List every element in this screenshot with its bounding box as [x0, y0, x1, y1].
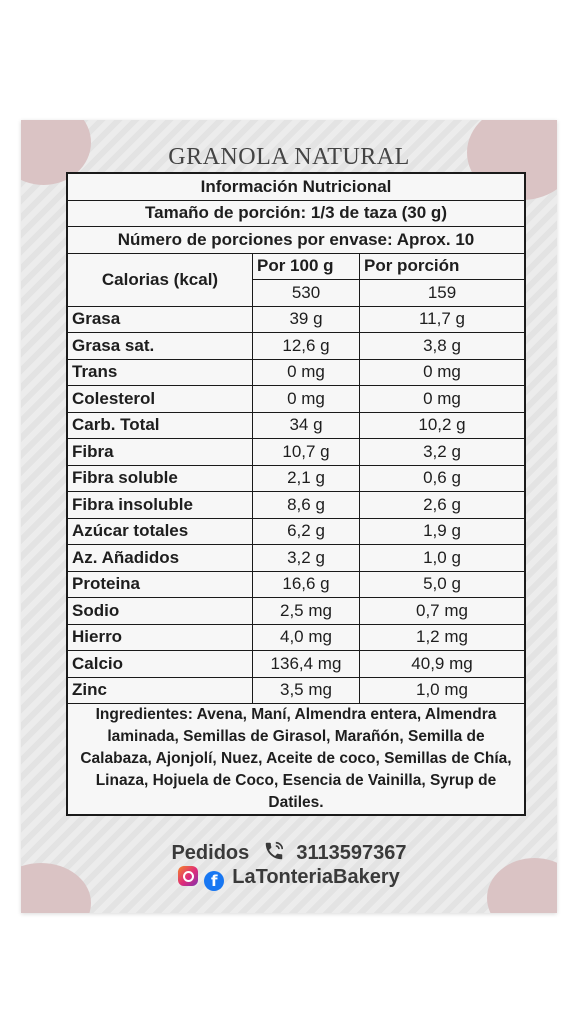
nutrient-per-portion: 1,9 g: [359, 517, 526, 545]
servings-per-container: Número de porciones por envase: Aprox. 1…: [66, 226, 526, 254]
table-row: Trans 0 mg 0 mg: [66, 358, 526, 386]
nutrient-label: Grasa sat.: [66, 332, 253, 360]
nutrient-label: Azúcar totales: [66, 517, 253, 545]
calories-per-portion: 159: [359, 279, 526, 307]
nutrient-label: Carb. Total: [66, 411, 253, 439]
nutrient-per-100g: 3,5 mg: [252, 676, 360, 704]
nutrient-label: Fibra: [66, 438, 253, 466]
table-row: Fibra 10,7 g 3,2 g: [66, 438, 526, 466]
nutrient-per-portion: 40,9 mg: [359, 650, 526, 678]
table-row: Ingredientes: Avena, Maní, Almendra ente…: [66, 703, 526, 816]
nutrient-label: Az. Añadidos: [66, 544, 253, 572]
table-row: Hierro 4,0 mg 1,2 mg: [66, 623, 526, 651]
nutrient-label: Hierro: [66, 623, 253, 651]
nutrient-per-portion: 0,6 g: [359, 464, 526, 492]
table-row: Información Nutricional: [66, 172, 526, 201]
nutrition-heading: Información Nutricional: [66, 172, 526, 201]
nutrient-per-portion: 1,0 g: [359, 544, 526, 572]
table-row: Sodio 2,5 mg 0,7 mg: [66, 597, 526, 625]
calories-label: Calorias (kcal): [66, 252, 253, 307]
product-title: GRANOLA NATURAL: [168, 144, 410, 170]
nutrient-per-100g: 136,4 mg: [252, 650, 360, 678]
orders-line: Pedidos 3113597367: [21, 840, 557, 865]
calories-per-100g: 530: [252, 279, 360, 307]
nutrient-label: Sodio: [66, 597, 253, 625]
label-card: GRANOLA NATURAL Información Nutricional …: [21, 120, 557, 913]
nutrient-per-100g: 0 mg: [252, 385, 360, 413]
nutrient-per-portion: 0 mg: [359, 358, 526, 386]
orders-label: Pedidos: [171, 842, 250, 864]
nutrient-per-100g: 39 g: [252, 305, 360, 333]
table-row: Calcio 136,4 mg 40,9 mg: [66, 650, 526, 678]
nutrient-label: Trans: [66, 358, 253, 386]
nutrient-label: Grasa: [66, 305, 253, 333]
social-handle: LaTonteriaBakery: [232, 866, 400, 888]
table-row: Tamaño de porción: 1/3 de taza (30 g): [66, 199, 526, 227]
nutrient-per-100g: 4,0 mg: [252, 623, 360, 651]
table-row: Fibra insoluble 8,6 g 2,6 g: [66, 491, 526, 519]
nutrient-per-portion: 3,2 g: [359, 438, 526, 466]
phone-number: 3113597367: [296, 842, 407, 864]
nutrient-per-portion: 5,0 g: [359, 570, 526, 598]
nutrient-per-100g: 3,2 g: [252, 544, 360, 572]
nutrient-per-portion: 1,0 mg: [359, 676, 526, 704]
nutrient-per-portion: 1,2 mg: [359, 623, 526, 651]
table-row: Grasa 39 g 11,7 g: [66, 305, 526, 333]
nutrient-label: Fibra soluble: [66, 464, 253, 492]
table-row: Grasa sat. 12,6 g 3,8 g: [66, 332, 526, 360]
table-row: Azúcar totales 6,2 g 1,9 g: [66, 517, 526, 545]
col-header-per-100g: Por 100 g: [252, 252, 360, 280]
table-row: Carb. Total 34 g 10,2 g: [66, 411, 526, 439]
table-row: Zinc 3,5 mg 1,0 mg: [66, 676, 526, 704]
phone-icon: [265, 841, 283, 860]
nutrient-per-portion: 0 mg: [359, 385, 526, 413]
nutrient-per-100g: 12,6 g: [252, 332, 360, 360]
table-row: 530 159: [67, 279, 526, 307]
nutrient-per-portion: 11,7 g: [359, 305, 526, 333]
nutrient-label: Colesterol: [66, 385, 253, 413]
nutrient-per-portion: 2,6 g: [359, 491, 526, 519]
nutrient-per-100g: 16,6 g: [252, 570, 360, 598]
nutrient-label: Zinc: [66, 676, 253, 704]
col-header-per-portion: Por porción: [359, 252, 526, 280]
table-row: Número de porciones por envase: Aprox. 1…: [66, 226, 526, 254]
instagram-icon: [178, 866, 199, 886]
nutrient-label: Fibra insoluble: [66, 491, 253, 519]
nutrient-label: Proteina: [66, 570, 253, 598]
table-row: Calorias (kcal) Por 100 g Por porción: [66, 252, 526, 307]
nutrient-per-portion: 3,8 g: [359, 332, 526, 360]
nutrient-per-100g: 10,7 g: [252, 438, 360, 466]
nutrient-per-100g: 2,1 g: [252, 464, 360, 492]
table-row: Proteina 16,6 g 5,0 g: [66, 570, 526, 598]
nutrient-per-100g: 8,6 g: [252, 491, 360, 519]
nutrient-per-100g: 0 mg: [252, 358, 360, 386]
nutrient-per-100g: 2,5 mg: [252, 597, 360, 625]
social-line: f LaTonteriaBakery: [21, 866, 557, 891]
nutrient-per-100g: 6,2 g: [252, 517, 360, 545]
table-row: Colesterol 0 mg 0 mg: [66, 385, 526, 413]
nutrition-table: Información Nutricional Tamaño de porció…: [66, 172, 526, 816]
nutrient-per-100g: 34 g: [252, 411, 360, 439]
nutrient-per-portion: 10,2 g: [359, 411, 526, 439]
table-row: Fibra soluble 2,1 g 0,6 g: [66, 464, 526, 492]
table-row: Az. Añadidos 3,2 g 1,0 g: [66, 544, 526, 572]
nutrient-per-portion: 0,7 mg: [359, 597, 526, 625]
nutrient-label: Calcio: [66, 650, 253, 678]
ingredients-text: Ingredientes: Avena, Maní, Almendra ente…: [66, 703, 526, 816]
serving-size: Tamaño de porción: 1/3 de taza (30 g): [66, 199, 526, 227]
facebook-icon: f: [204, 871, 225, 891]
